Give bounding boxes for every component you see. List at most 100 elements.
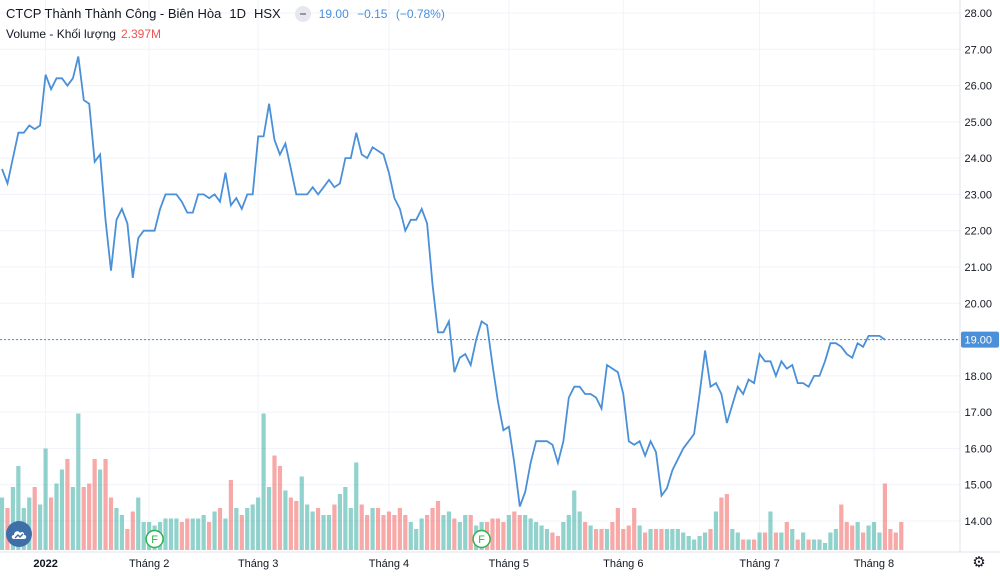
volume-bar [201, 515, 206, 550]
volume-bar [566, 515, 571, 550]
volume-bar [337, 494, 342, 550]
volume-bar [316, 508, 321, 550]
volume-bar [801, 532, 806, 550]
symbol-title[interactable]: CTCP Thành Thành Công - Biên Hòa [6, 6, 222, 21]
y-tick-label: 27.00 [964, 44, 992, 56]
volume-bar [414, 529, 419, 550]
volume-bar [893, 532, 898, 550]
volume-bar [332, 504, 337, 550]
volume-bar [250, 504, 255, 550]
volume-bar [435, 501, 441, 550]
volume-bar [741, 539, 746, 550]
volume-bar [746, 539, 751, 550]
volume-bars [0, 413, 904, 550]
y-tick-label: 17.00 [964, 407, 992, 419]
volume-bar [288, 497, 293, 550]
volume-bar [512, 511, 517, 550]
volume-bar [833, 529, 838, 550]
volume-bar [702, 532, 708, 550]
y-tick-label: 23.00 [964, 189, 992, 201]
volume-bar [877, 532, 882, 550]
volume-bar [179, 522, 184, 550]
volume-bar [882, 483, 887, 550]
gear-icon[interactable]: ⚙ [972, 554, 986, 571]
volume-bar [217, 508, 223, 550]
price-change-value: −0.15 [357, 7, 388, 21]
volume-bar [724, 494, 729, 550]
time-axis[interactable]: 2022 Tháng 2 Tháng 3 Tháng 4 Tháng 5 Tháng 6 T… [0, 551, 1000, 570]
volume-bar [762, 532, 768, 550]
volume-bar [643, 532, 648, 550]
volume-bar [632, 508, 637, 550]
volume-value: 2.397M [120, 27, 161, 41]
volume-bar [457, 522, 462, 550]
volume-bar [114, 508, 119, 550]
volume-bar [163, 518, 168, 550]
volume-label[interactable]: Volume - Khối lượng [6, 27, 116, 41]
volume-bar [136, 497, 141, 550]
volume-bar [773, 532, 778, 550]
volume-bar [397, 508, 402, 550]
volume-bar [752, 539, 757, 550]
volume-bar [381, 515, 386, 550]
volume-bar [70, 487, 75, 550]
volume-bar [108, 497, 114, 550]
volume-bar [866, 525, 871, 550]
volume-bar [272, 455, 277, 550]
volume-bar [125, 529, 130, 550]
volume-bar [207, 522, 212, 550]
price-series-line [1, 56, 886, 507]
tradingview-logo-icon[interactable] [6, 521, 32, 547]
volume-bar [822, 543, 828, 550]
x-tick-label: Tháng 8 [854, 558, 894, 570]
price-tag-label: 19.00 [964, 335, 992, 347]
volume-bar [10, 487, 15, 550]
volume-bar [76, 413, 81, 550]
volume-bar [468, 515, 473, 550]
volume-bar [610, 522, 615, 550]
volume-bar [593, 529, 599, 550]
volume-bar [708, 529, 713, 550]
volume-bar [190, 518, 195, 550]
volume-bar [239, 515, 244, 550]
volume-row: Volume - Khối lượng 2.397M [6, 24, 450, 44]
event-marker-circle[interactable] [145, 529, 164, 549]
price-axis[interactable]: 28.00 27.00 26.00 25.00 24.00 23.00 22.00 21.00… [959, 0, 992, 552]
volume-bar [506, 515, 511, 550]
volume-bar [670, 529, 675, 550]
event-marker-label: F [478, 534, 485, 546]
event-marker-label: F [151, 534, 158, 546]
y-tick-label: 21.00 [964, 262, 992, 274]
volume-bar [844, 522, 849, 550]
volume-bar [757, 532, 762, 550]
volume-bar [48, 497, 54, 550]
y-tick-label: 16.00 [964, 443, 992, 455]
volume-bar [686, 536, 691, 550]
volume-bar [212, 511, 217, 550]
volume-bar [583, 522, 588, 550]
volume-bar [888, 529, 893, 550]
last-price-tag: 19.00 [961, 331, 999, 348]
y-tick-label: 18.00 [964, 371, 992, 383]
event-marker-circle[interactable] [472, 529, 491, 549]
price-quote: 19.00 −0.15 (−0.78%) [319, 4, 450, 24]
volume-bar [245, 508, 250, 550]
volume-bar [43, 448, 48, 550]
volume-bar [495, 518, 501, 550]
volume-bar [795, 539, 800, 550]
volume-bar [899, 522, 904, 550]
volume-bar [392, 515, 397, 550]
volume-bar [790, 529, 795, 550]
volume-bar [681, 532, 686, 550]
volume-bar [446, 511, 451, 550]
volume-bar [196, 518, 201, 550]
volume-bar [294, 501, 299, 550]
volume-bar [326, 515, 332, 550]
volume-bar [697, 536, 702, 550]
volume-bar [577, 511, 582, 550]
eye-icon[interactable] [294, 6, 311, 22]
interval-label[interactable]: 1D [229, 6, 246, 21]
chart-grid [0, 0, 960, 552]
